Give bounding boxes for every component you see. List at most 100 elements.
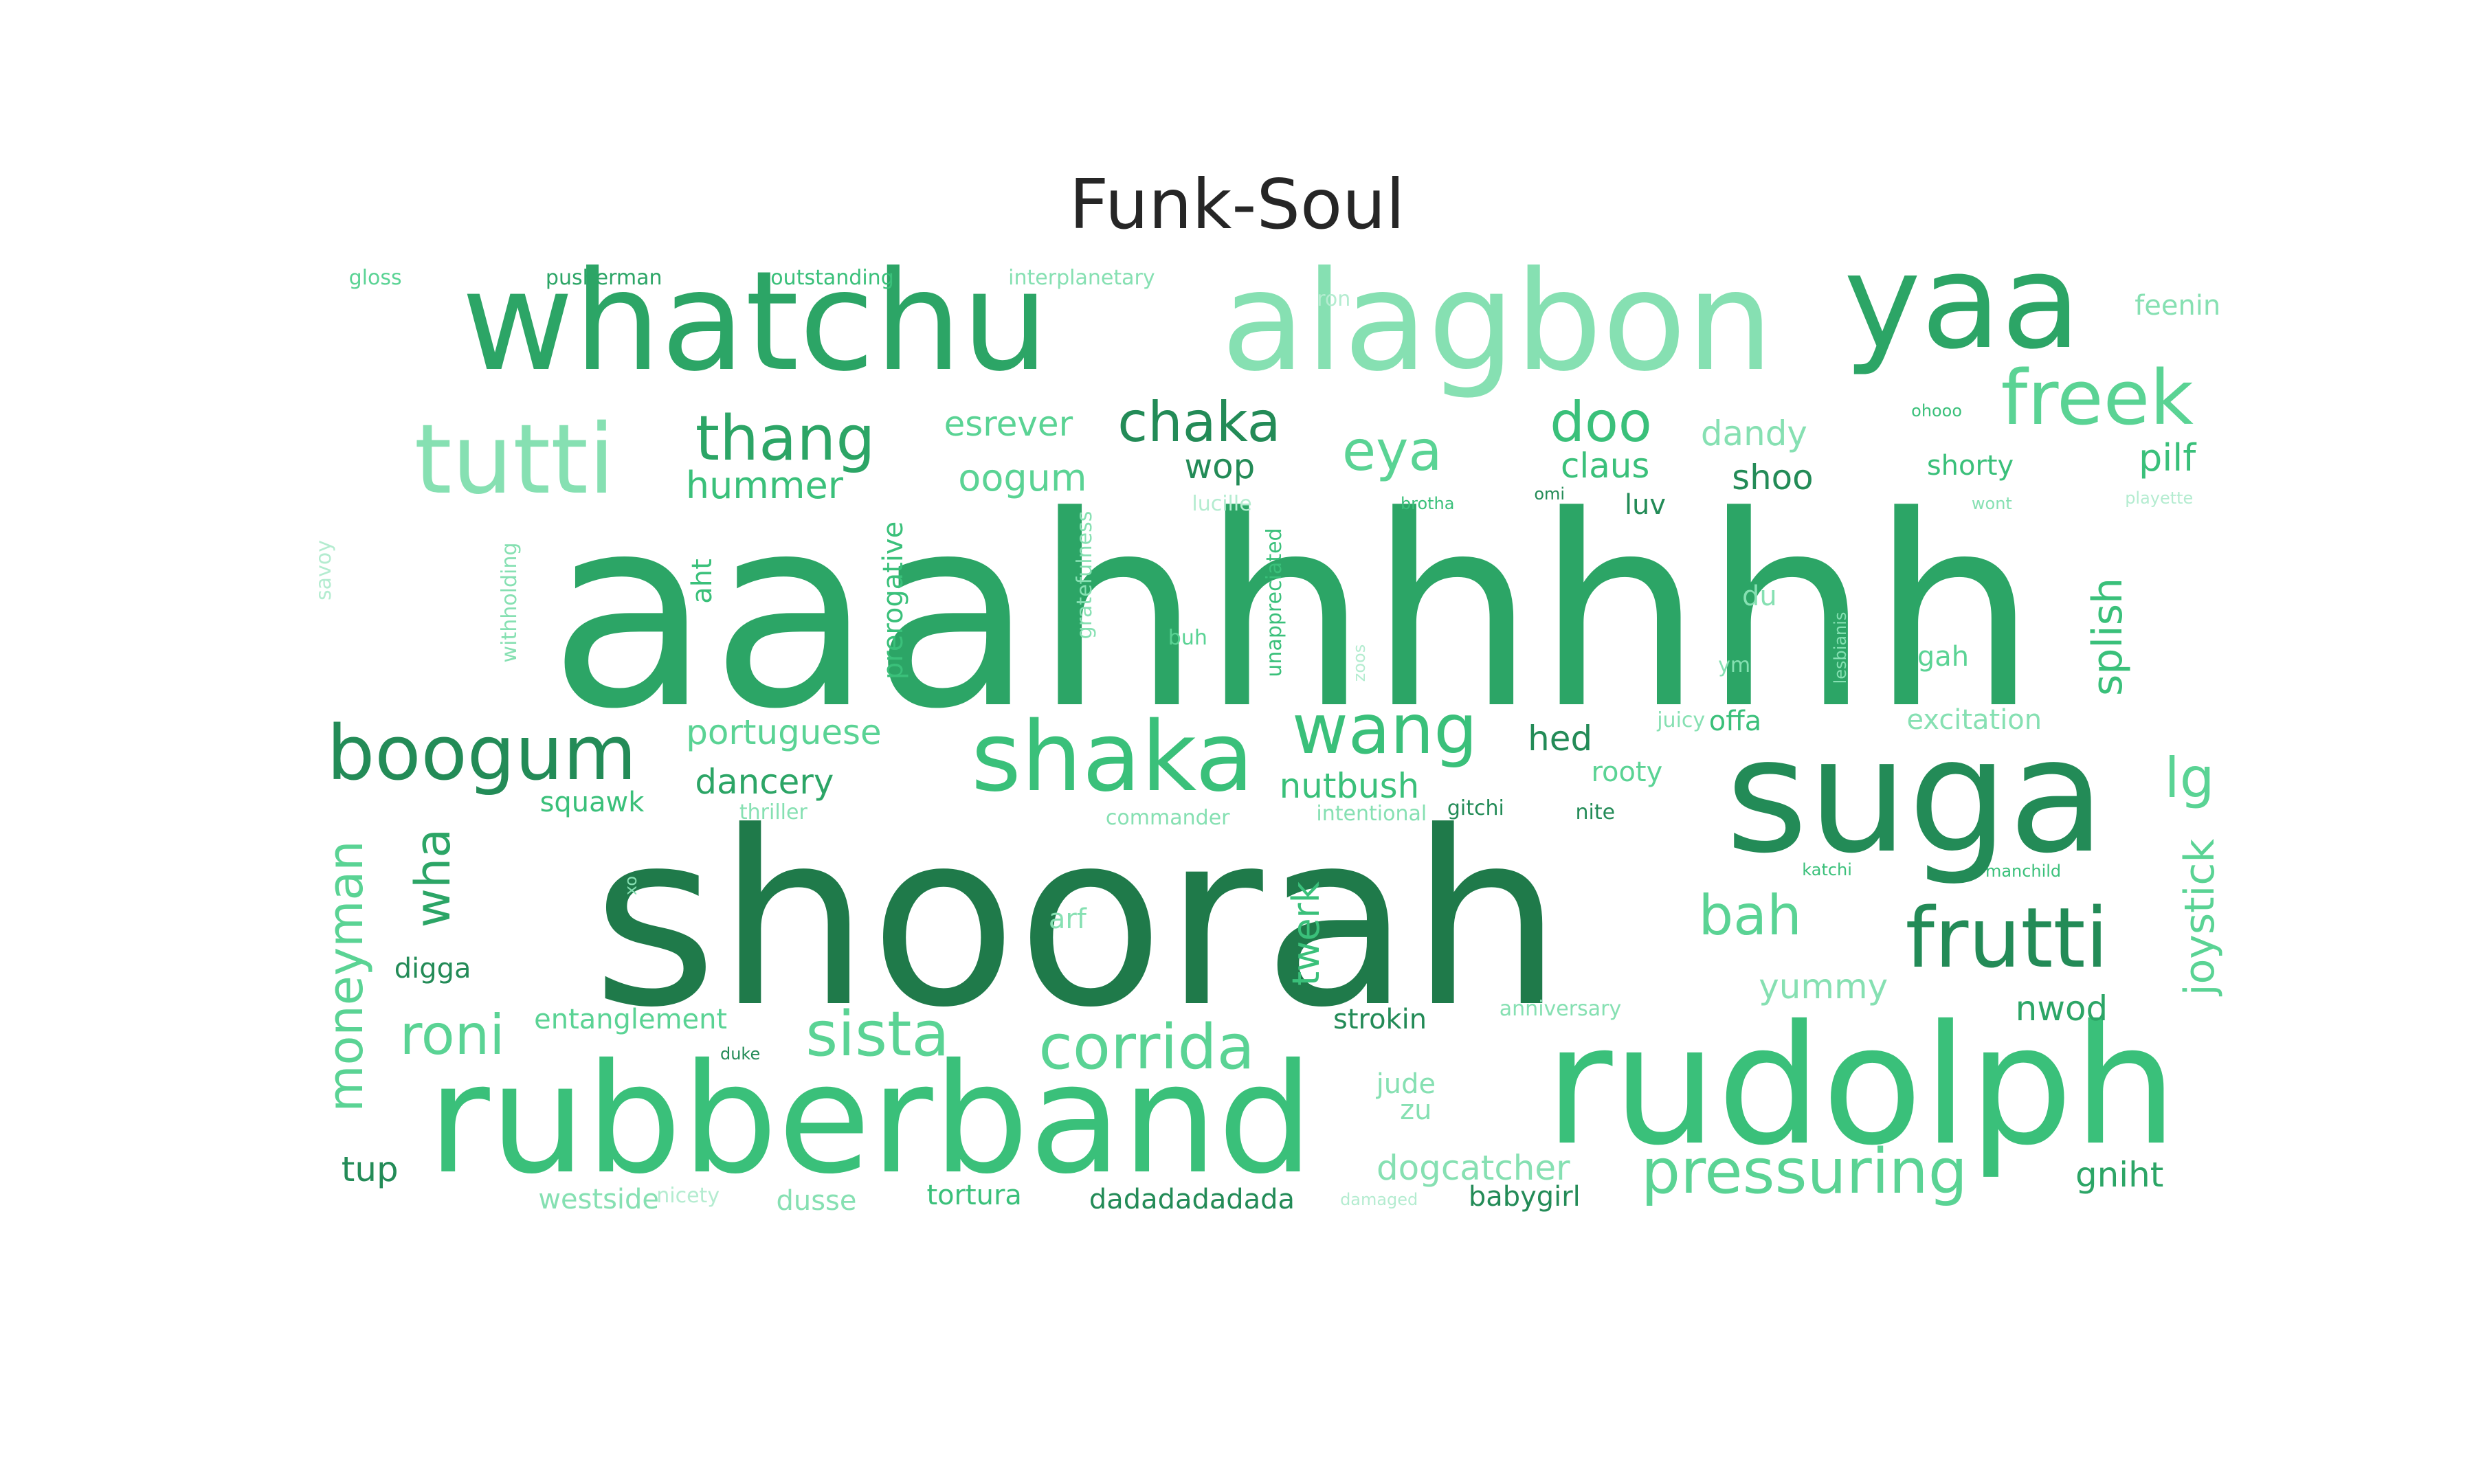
word-cloud-word: dancery bbox=[695, 762, 834, 802]
word-cloud-word: wop bbox=[1184, 447, 1256, 487]
word-cloud-word: ron bbox=[1317, 286, 1351, 311]
word-cloud-word: tortura bbox=[926, 1179, 1022, 1211]
word-cloud-word: pusherman bbox=[545, 265, 662, 290]
word-cloud-word: splish bbox=[2084, 578, 2132, 697]
word-cloud-word: pilf bbox=[2138, 436, 2196, 480]
word-cloud-word: dogcatcher bbox=[1376, 1148, 1570, 1189]
word-cloud-word: thriller bbox=[739, 800, 807, 825]
word-cloud-word: zu bbox=[1400, 1094, 1432, 1126]
word-cloud-word: gitchi bbox=[1447, 796, 1504, 821]
word-cloud-word: hummer bbox=[685, 463, 843, 507]
word-cloud-word: chaka bbox=[1117, 390, 1281, 454]
word-cloud-word: shorty bbox=[1926, 449, 2014, 482]
word-cloud-word: brotha bbox=[1400, 493, 1455, 513]
word-cloud-word: buh bbox=[1168, 625, 1207, 650]
word-cloud-word: yummy bbox=[1759, 967, 1888, 1007]
word-cloud-word: unappreciated bbox=[1262, 528, 1286, 677]
word-cloud-word: outstanding bbox=[770, 265, 894, 290]
word-cloud-word: gloss bbox=[348, 265, 402, 290]
word-cloud-word: shaka bbox=[971, 701, 1254, 814]
word-cloud-word: digga bbox=[394, 953, 471, 985]
word-cloud-word: arf bbox=[1048, 903, 1086, 935]
word-cloud-word: tutti bbox=[414, 404, 615, 517]
word-cloud-word: gratefulness bbox=[1073, 510, 1097, 640]
word-cloud-word: freek bbox=[2001, 353, 2194, 442]
word-cloud-word: interplanetary bbox=[1008, 265, 1155, 290]
word-cloud-word: ohooo bbox=[1911, 401, 1963, 420]
chart-title: Funk-Soul bbox=[1069, 164, 1405, 245]
word-cloud-word: suga bbox=[1725, 704, 2106, 889]
word-cloud-word: joystick bbox=[2176, 838, 2225, 996]
word-cloud-word: omi bbox=[1534, 484, 1565, 504]
word-cloud-word: rubberband bbox=[427, 1031, 1314, 1208]
word-cloud-word: juicy bbox=[1657, 708, 1706, 733]
word-cloud-word: bah bbox=[1698, 883, 1802, 947]
word-cloud-word: squawk bbox=[539, 787, 645, 819]
word-cloud-word: duke bbox=[720, 1044, 761, 1064]
word-cloud-word: gniht bbox=[2075, 1154, 2164, 1195]
word-cloud-word: du bbox=[1741, 580, 1777, 612]
word-cloud-word: rooty bbox=[1591, 756, 1663, 789]
word-cloud-word: manchild bbox=[1985, 862, 2062, 881]
word-cloud-word: hed bbox=[1528, 719, 1593, 759]
word-cloud-word: alagbon bbox=[1221, 241, 1774, 402]
word-cloud-word: whatchu bbox=[461, 241, 1049, 402]
word-cloud-word: nwod bbox=[2015, 989, 2108, 1029]
word-cloud-word: corrida bbox=[1038, 1011, 1255, 1083]
word-cloud-word: nicety bbox=[656, 1183, 720, 1208]
word-cloud-word: xo bbox=[621, 876, 640, 896]
word-cloud-word: westside bbox=[538, 1184, 659, 1216]
word-cloud-word: eya bbox=[1342, 419, 1442, 484]
word-cloud-word: nite bbox=[1575, 800, 1616, 825]
word-cloud-word: sista bbox=[805, 998, 950, 1070]
word-cloud-word: oogum bbox=[958, 456, 1087, 499]
word-cloud-word: savoy bbox=[311, 540, 336, 601]
word-cloud-word: boogum bbox=[326, 709, 637, 798]
word-cloud-word: dadadadadada bbox=[1089, 1184, 1295, 1216]
word-cloud-word: prerogative bbox=[878, 521, 910, 680]
word-cloud-word: doo bbox=[1550, 390, 1652, 454]
word-cloud-word: yaa bbox=[1843, 225, 2082, 378]
word-cloud-word: lesbianis bbox=[1831, 611, 1851, 684]
word-cloud-word: wang bbox=[1291, 689, 1478, 770]
word-cloud-word: rudolph bbox=[1544, 989, 2178, 1182]
word-cloud-word: moneyman bbox=[317, 840, 375, 1112]
word-cloud-word: tup bbox=[341, 1149, 399, 1189]
word-cloud-word: frutti bbox=[1905, 891, 2108, 987]
word-cloud-word: shoo bbox=[1732, 457, 1814, 497]
word-cloud-word: claus bbox=[1560, 446, 1650, 486]
word-cloud-word: twerk bbox=[1284, 881, 1328, 987]
word-cloud-word: thang bbox=[695, 402, 876, 475]
word-cloud-word: excitation bbox=[1906, 704, 2042, 737]
word-cloud-word: roni bbox=[399, 1003, 505, 1068]
word-cloud-word: wont bbox=[1971, 493, 2012, 513]
word-cloud-word: damaged bbox=[1340, 1190, 1418, 1210]
word-cloud-word: withholding bbox=[497, 542, 522, 663]
word-cloud-word: feenin bbox=[2135, 289, 2221, 322]
word-cloud-word: intentional bbox=[1316, 802, 1427, 827]
word-cloud-word: dandy bbox=[1700, 414, 1807, 454]
word-cloud-word: offa bbox=[1708, 706, 1762, 738]
word-cloud-word: anniversary bbox=[1499, 997, 1622, 1021]
word-cloud-word: zoos bbox=[1350, 644, 1370, 682]
word-cloud-word: portuguese bbox=[686, 712, 882, 753]
word-cloud-word: playette bbox=[2125, 488, 2194, 508]
word-cloud-word: katchi bbox=[1802, 860, 1852, 880]
word-cloud-word: aaahhhhhh bbox=[548, 459, 2038, 767]
word-cloud-word: lg bbox=[2164, 745, 2215, 810]
word-cloud-word: esrever bbox=[944, 404, 1073, 445]
word-cloud-word: jude bbox=[1376, 1068, 1436, 1100]
word-cloud-word: commander bbox=[1105, 806, 1230, 831]
word-cloud-word: pressuring bbox=[1641, 1135, 1968, 1208]
word-cloud-word: ym bbox=[1718, 653, 1751, 677]
word-cloud-word: gah bbox=[1917, 641, 1970, 673]
word-cloud-word: dusse bbox=[776, 1184, 857, 1217]
word-cloud-word: strokin bbox=[1333, 1004, 1427, 1036]
word-cloud-word: aht bbox=[687, 559, 719, 604]
word-cloud-word: nutbush bbox=[1279, 766, 1420, 807]
word-cloud-word: wha bbox=[404, 828, 461, 928]
word-cloud-word: luv bbox=[1624, 488, 1667, 521]
word-cloud-word: entanglement bbox=[534, 1004, 728, 1036]
